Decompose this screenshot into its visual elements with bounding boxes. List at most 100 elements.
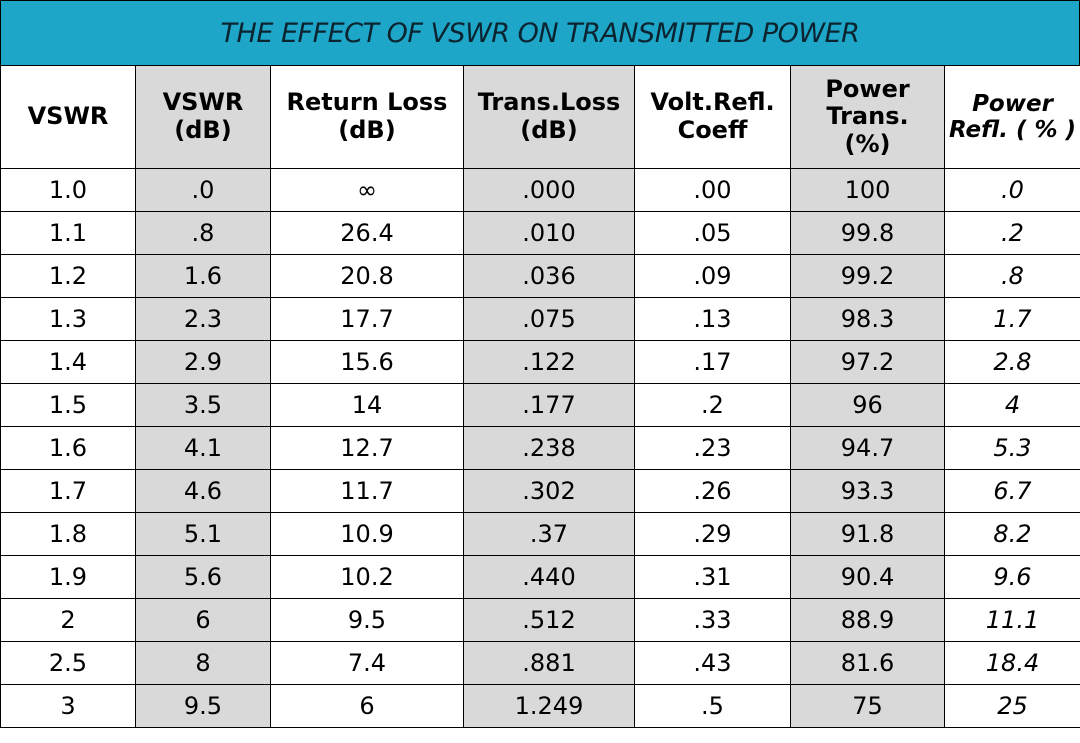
table-row: 1.8 5.1 10.9.37.29 91.8 8.2: [0, 512, 1080, 556]
table-row: 1.4 2.9 15.6.122.17 97.2 2.8: [0, 340, 1080, 384]
table-row: 3 9.5 6 1.249.5 75 25: [0, 684, 1080, 728]
table-cell: 2.8: [944, 340, 1080, 384]
table-cell: 18.4: [944, 641, 1080, 685]
table-cell: 5.1: [135, 512, 271, 556]
table-cell: 91.8: [790, 512, 945, 556]
title-bar: THE EFFECT OF VSWR ON TRANSMITTED POWER: [0, 0, 1080, 66]
column-header-line: VSWR: [27, 102, 109, 131]
column-header-line: VSWR: [162, 88, 244, 117]
table-cell: .00: [634, 168, 791, 212]
table-row: 1.6 4.1 12.7.238.23 94.7 5.3: [0, 426, 1080, 470]
table-cell: 1.3: [0, 297, 136, 341]
column-header-line: Coeff: [677, 116, 748, 144]
column-header: Trans.Loss (dB): [463, 65, 635, 169]
table-cell: .31: [634, 555, 791, 599]
table-cell: 9.6: [944, 555, 1080, 599]
table-row: 1.2 1.6 20.8.036.09 99.2.8: [0, 254, 1080, 298]
table-cell: .010: [463, 211, 635, 255]
table-cell: 4.6: [135, 469, 271, 513]
table-cell: 10.9: [270, 512, 464, 556]
table-cell: .13: [634, 297, 791, 341]
column-header: VSWR (dB): [135, 65, 271, 169]
table-cell: 6.7: [944, 469, 1080, 513]
table-cell: .122: [463, 340, 635, 384]
column-header-line: Volt.Refl.: [650, 88, 775, 117]
vswr-table: VSWR VSWR (dB) Return Loss (dB) Trans.Loss (dB…: [0, 65, 1080, 728]
table-cell: 88.9: [790, 598, 945, 642]
table-cell: 8: [135, 641, 271, 685]
table-cell: .075: [463, 297, 635, 341]
table-cell: 7.4: [270, 641, 464, 685]
table-cell: 1.249: [463, 684, 635, 728]
table-cell: .43: [634, 641, 791, 685]
table-cell: 11.7: [270, 469, 464, 513]
column-header: Volt.Refl. Coeff: [634, 65, 791, 169]
table-cell: .2: [634, 383, 791, 427]
table-cell: 5.3: [944, 426, 1080, 470]
table-cell: ∞: [270, 168, 464, 212]
table-cell: 2.5: [0, 641, 136, 685]
table-cell: 8.2: [944, 512, 1080, 556]
table-row: 1.1.8 26.4.010.05 99.8.2: [0, 211, 1080, 255]
table-cell: 100: [790, 168, 945, 212]
table-cell: .37: [463, 512, 635, 556]
table-cell: 1.2: [0, 254, 136, 298]
table-cell: 98.3: [790, 297, 945, 341]
column-header-line: Refl. ( % ): [948, 117, 1077, 143]
table-cell: .177: [463, 383, 635, 427]
table-cell: .8: [135, 211, 271, 255]
table-row: 1.9 5.6 10.2.440.31 90.4 9.6: [0, 555, 1080, 599]
table-cell: 3: [0, 684, 136, 728]
table-cell: .29: [634, 512, 791, 556]
table-cell: 6: [135, 598, 271, 642]
column-header-line: Trans.Loss: [477, 88, 621, 117]
table-cell: 1.9: [0, 555, 136, 599]
table-cell: 1.7: [944, 297, 1080, 341]
table-cell: .036: [463, 254, 635, 298]
table-cell: 93.3: [790, 469, 945, 513]
table-cell: .8: [944, 254, 1080, 298]
column-header: VSWR: [0, 65, 136, 169]
table-cell: 1.6: [135, 254, 271, 298]
column-header: Return Loss (dB): [270, 65, 464, 169]
table-title: THE EFFECT OF VSWR ON TRANSMITTED POWER: [220, 17, 860, 49]
table-cell: 25: [944, 684, 1080, 728]
table-cell: 17.7: [270, 297, 464, 341]
table-cell: 1.5: [0, 383, 136, 427]
table-cell: 81.6: [790, 641, 945, 685]
table-cell: 96: [790, 383, 945, 427]
header-row: VSWR VSWR (dB) Return Loss (dB) Trans.Loss (dB…: [0, 65, 1080, 169]
table-cell: 9.5: [270, 598, 464, 642]
table-row: 1.7 4.6 11.7.302.26 93.3 6.7: [0, 469, 1080, 513]
table-body: 1.0.0 ∞ .000.00 100.0 1.1.8 26.4.010.05 99.8.2…: [0, 168, 1080, 728]
table-cell: 1.4: [0, 340, 136, 384]
column-header-line: Power: [825, 74, 910, 103]
table-cell: 5.6: [135, 555, 271, 599]
table-cell: 4: [944, 383, 1080, 427]
table-cell: .238: [463, 426, 635, 470]
table-cell: 94.7: [790, 426, 945, 470]
table-cell: 14: [270, 383, 464, 427]
column-header-line: (%): [844, 129, 891, 158]
table-row: 1.0.0 ∞ .000.00 100.0: [0, 168, 1080, 212]
column-header-line: (dB): [520, 116, 578, 144]
table-cell: 2.3: [135, 297, 271, 341]
table-cell: .23: [634, 426, 791, 470]
table-cell: 1.0: [0, 168, 136, 212]
table-row: 2.5 8 7.4.881.43 81.6 18.4: [0, 641, 1080, 685]
table-cell: .26: [634, 469, 791, 513]
table-cell: .440: [463, 555, 635, 599]
column-header: Power Trans. (%): [790, 65, 945, 169]
column-header-line: Trans.: [826, 102, 909, 131]
table-cell: 20.8: [270, 254, 464, 298]
table-cell: 90.4: [790, 555, 945, 599]
table-cell: 9.5: [135, 684, 271, 728]
table-cell: 6: [270, 684, 464, 728]
column-header: Power Refl. ( % ): [944, 65, 1080, 169]
table-cell: .0: [135, 168, 271, 212]
column-header-line: (dB): [174, 116, 232, 144]
table-cell: .0: [944, 168, 1080, 212]
table-cell: 2: [0, 598, 136, 642]
table-cell: .512: [463, 598, 635, 642]
